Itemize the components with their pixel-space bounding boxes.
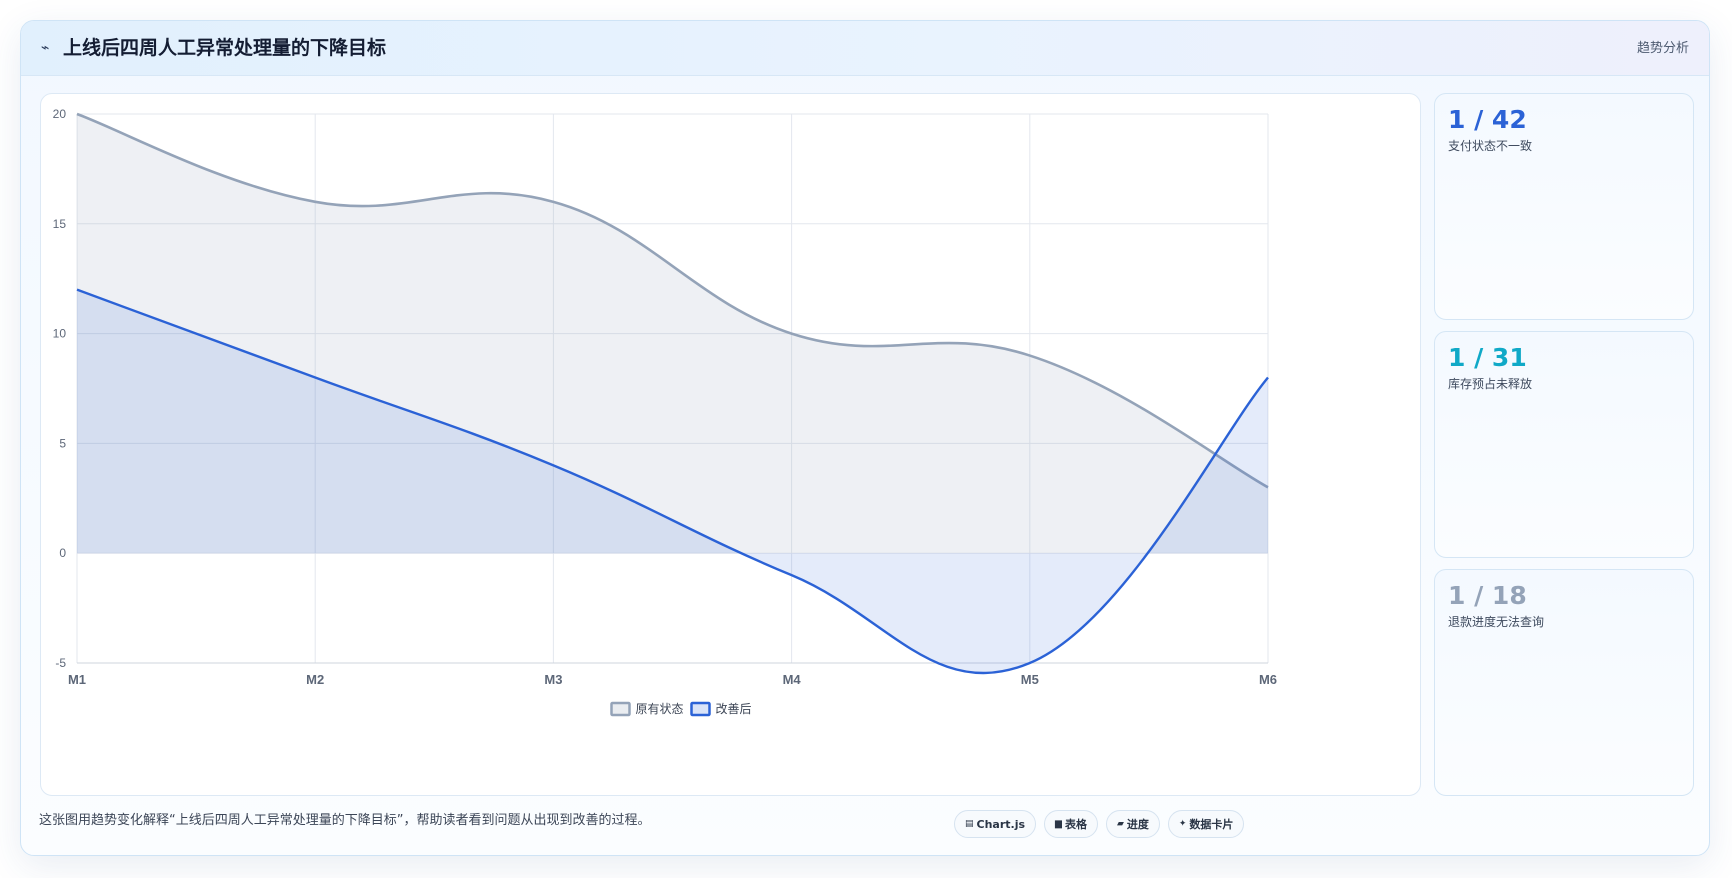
y-tick-label: 15 — [53, 217, 67, 231]
card-header: ⌁ 上线后四周人工异常处理量的下降目标 趋势分析 — [21, 21, 1709, 76]
tag-label: Chart.js — [976, 817, 1026, 831]
area-chart: 20 15 10 5 0 -5M1 M2 M3 M4 M5 M6 原有状态 改善后 — [53, 107, 1277, 717]
wave-icon: ⌁ — [41, 40, 50, 56]
series-line — [76, 112, 1269, 489]
y-tick-label: 5 — [59, 436, 66, 450]
table-icon: ▆ — [1055, 819, 1062, 829]
legend-swatch — [610, 701, 631, 717]
x-tick-label: M1 — [68, 672, 86, 687]
sparkle-icon: ✦ — [1178, 819, 1187, 829]
tag-data-card[interactable]: ✦ 数据卡片 — [1167, 810, 1245, 838]
x-tick-label: M3 — [544, 672, 562, 687]
x-tick-label: M2 — [306, 672, 324, 687]
legend-swatch — [690, 701, 711, 717]
chart-panel: 20 15 10 5 0 -5 M1 M2 M3 M4 M5 M6 原有状态 改善后 — [40, 93, 1421, 796]
y-tick-label: 20 — [53, 107, 67, 121]
y-tick-label: -5 — [55, 656, 66, 670]
legend-label: 原有状态 — [636, 702, 684, 716]
chart-card: ⌁ 上线后四周人工异常处理量的下降目标 趋势分析 20 15 10 5 0 -5 M1 M2 M… — [20, 20, 1710, 856]
stat-label: 库存预占未释放 — [1448, 377, 1533, 391]
y-tick-label: 0 — [59, 546, 66, 560]
tag-table[interactable]: ▆ 表格 — [1044, 810, 1098, 838]
stat-label: 退款进度无法查询 — [1448, 615, 1545, 629]
tag-label: 进度 — [1126, 818, 1149, 831]
x-tick-label: M5 — [1021, 672, 1039, 687]
progress-icon: ▰ — [1116, 819, 1124, 829]
series-area — [77, 289, 1268, 673]
y-tick-label: 10 — [53, 327, 67, 341]
stat-card-inventory: 1 / 31 库存预占未释放 — [1434, 331, 1694, 558]
stat-label: 支付状态不一致 — [1448, 139, 1533, 153]
chart-footnote: 这张图用趋势变化解释“上线后四周人工异常处理量的下降目标”，帮助读者看到问题从出… — [39, 813, 651, 828]
stat-value: 1 / 18 — [1448, 581, 1527, 610]
stat-value: 1 / 31 — [1448, 343, 1527, 372]
stat-card-payment: 1 / 42 支付状态不一致 — [1434, 93, 1694, 320]
legend-label: 改善后 — [716, 701, 752, 716]
series-area — [77, 114, 1268, 554]
tag-progress[interactable]: ▰ 进度 — [1105, 810, 1160, 838]
tag-chartjs[interactable]: ▤ Chart.js — [954, 810, 1037, 838]
stat-card-refund: 1 / 18 退款进度无法查询 — [1434, 569, 1694, 796]
tag-label: 数据卡片 — [1189, 818, 1234, 831]
tag-list: ▤ Chart.js ▆ 表格 ▰ 进度 ✦ 数据卡片 — [954, 810, 1245, 838]
stat-value: 1 / 42 — [1448, 105, 1527, 134]
x-tick-label: M6 — [1259, 672, 1277, 687]
series-line — [76, 288, 1269, 675]
page-title: 上线后四周人工异常处理量的下降目标 — [63, 37, 387, 59]
chart-icon: ▤ — [965, 819, 974, 829]
header-tag: 趋势分析 — [1636, 41, 1689, 56]
tag-label: 表格 — [1064, 818, 1087, 831]
x-tick-label: M4 — [783, 672, 802, 687]
